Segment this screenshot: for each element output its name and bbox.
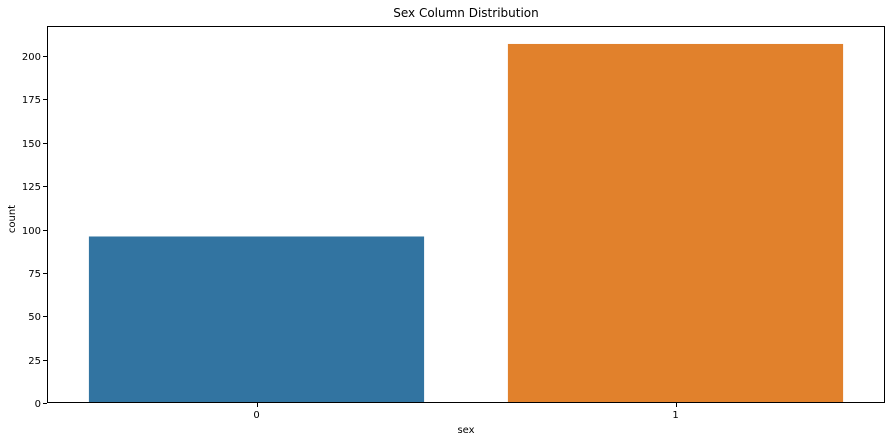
chart-title: Sex Column Distribution xyxy=(393,6,538,20)
plot-area-frame xyxy=(47,26,885,403)
x-axis-label: sex xyxy=(457,425,474,436)
bar-0 xyxy=(88,236,425,403)
x-tick-label: 1 xyxy=(672,410,678,421)
bars-group xyxy=(88,43,844,403)
y-tick-label: 125 xyxy=(22,182,41,193)
y-tick-label: 200 xyxy=(22,52,41,63)
y-tick-label: 75 xyxy=(28,269,41,280)
y-tick-label: 100 xyxy=(22,226,41,237)
y-axis-ticks: 0 25 50 75 100 125 150 175 200 xyxy=(22,52,47,410)
x-tick-label: 0 xyxy=(253,410,259,421)
bar-1 xyxy=(507,43,844,403)
y-tick-label: 0 xyxy=(35,399,41,410)
y-axis-label: count xyxy=(7,205,18,233)
y-tick-label: 175 xyxy=(22,95,41,106)
y-tick-label: 150 xyxy=(22,139,41,150)
y-tick-label: 50 xyxy=(28,312,41,323)
y-tick-label: 25 xyxy=(28,356,41,367)
